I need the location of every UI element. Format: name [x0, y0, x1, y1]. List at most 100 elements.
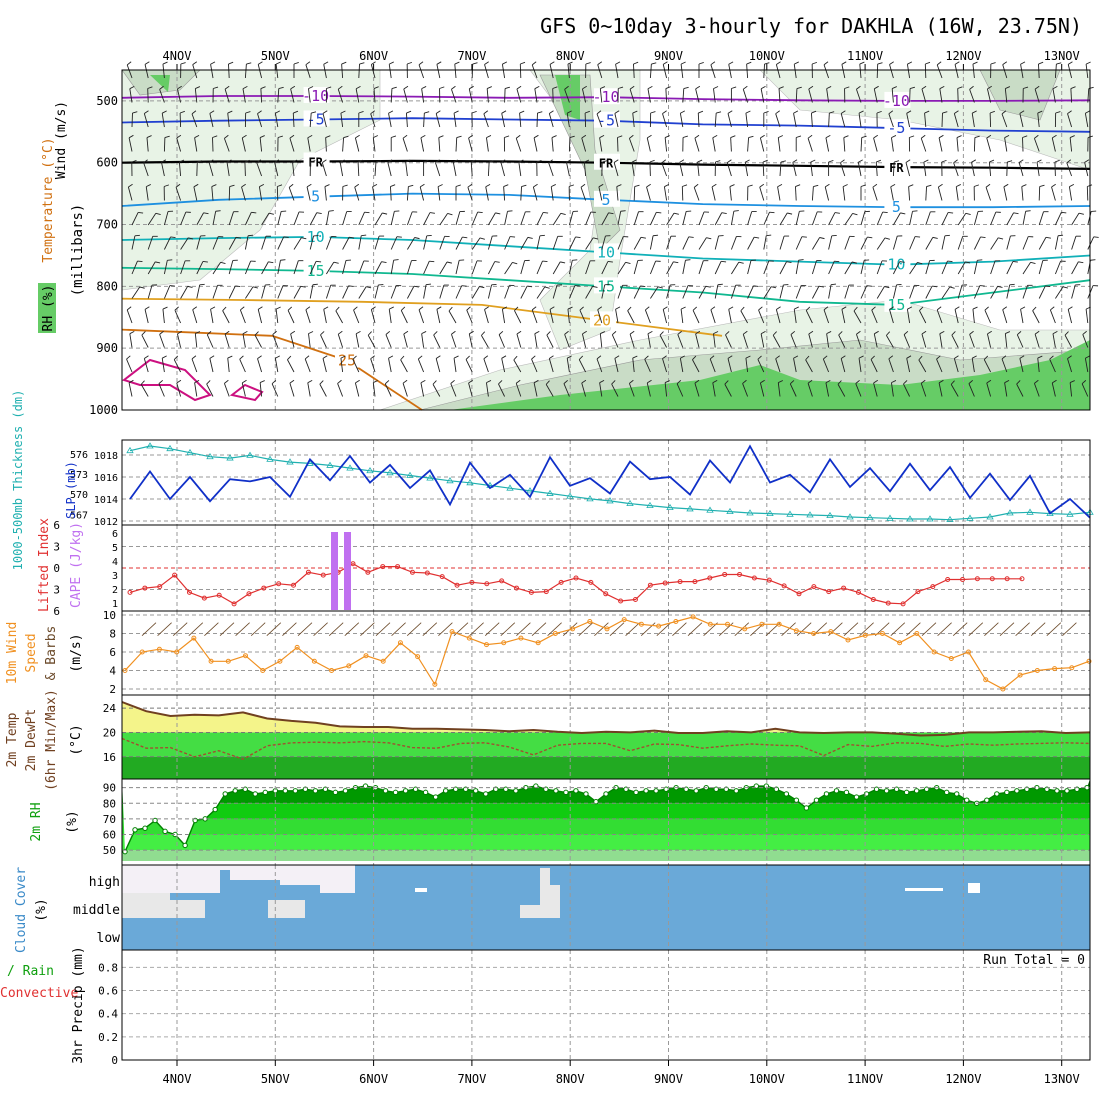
rh-2m-point: [824, 792, 828, 796]
wind-barb-flag: [349, 286, 354, 287]
temp-tick-label: 24: [103, 702, 117, 715]
precip-total-rain-label: Total / Rain: [0, 964, 54, 979]
rh-2m-point: [213, 807, 217, 811]
pressure-tick-label: 900: [96, 341, 118, 355]
wind-barb-flag: [633, 62, 638, 64]
wind-barb-flag: [1061, 212, 1066, 213]
cape-bar: [344, 532, 351, 610]
rh-2m-point: [945, 790, 949, 794]
wind-barb-flag: [572, 260, 577, 261]
rh-2m-point: [564, 790, 568, 794]
wind-barb-flag: [977, 260, 982, 261]
wind-barb-flag: [550, 62, 554, 65]
wind-barb-flag: [586, 63, 591, 64]
rh-axis-label: RH (%): [41, 285, 56, 332]
wind-barb-flag: [867, 286, 872, 287]
wind-10m-label-a: 10m Wind: [5, 622, 20, 685]
rh-2m-point: [644, 789, 648, 793]
cape-tick-label: 2: [112, 585, 118, 596]
wind-frame: [122, 611, 1090, 695]
wind-barb-flag: [842, 62, 846, 64]
date-label-top: 6NOV: [359, 49, 388, 63]
rh-2m-point: [814, 798, 818, 802]
wind-barb-flag: [802, 237, 807, 238]
date-label-bottom: 12NOV: [945, 1072, 981, 1086]
wind-barb-flag: [689, 237, 694, 238]
rh-2m-point: [263, 790, 267, 794]
wind-barb-flag: [1021, 62, 1025, 64]
date-label-top: 5NOV: [261, 49, 290, 63]
cloud-mid-fill: [268, 900, 305, 918]
rh-2m-point: [985, 798, 989, 802]
cloud-high-patch: [905, 888, 943, 891]
wind-barb-flag: [251, 212, 256, 213]
li-tick-label: 0: [53, 562, 60, 575]
rh-2m-point: [1065, 789, 1069, 793]
rh-2m-point: [574, 789, 578, 793]
rh-2m-point: [604, 792, 608, 796]
wind-barb-flag: [729, 62, 733, 64]
wind-barb-flag: [389, 62, 393, 64]
cape-tick-label: 3: [112, 571, 118, 582]
rh-2m-point: [163, 829, 167, 833]
rh-2m-point: [313, 789, 317, 793]
wind-barb-flag: [794, 62, 798, 64]
wind-barb-flag: [211, 62, 215, 64]
date-label-bottom: 9NOV: [654, 1072, 683, 1086]
rh2m-label-b: (%): [65, 810, 80, 833]
wind-barb-flag: [1058, 235, 1063, 236]
wind-barb-flag: [925, 62, 930, 64]
precip-frame: [122, 950, 1090, 1060]
cloud-high-patch: [968, 883, 980, 893]
rh-2m-point: [393, 790, 397, 794]
rh-2m-point: [634, 790, 638, 794]
wind-barb-flag: [127, 62, 131, 65]
wind-barb-flag: [1038, 62, 1043, 64]
wind-10m-barb: [423, 623, 437, 636]
wind-tick-label: 2: [109, 683, 116, 696]
wind-barb-flag: [1094, 237, 1099, 238]
slp-tick-label: 1018: [94, 451, 118, 462]
wind-barb-flag: [429, 261, 434, 262]
temperature-axis-label: Temperature (°C): [41, 137, 56, 262]
wind-barb-flag: [135, 235, 140, 236]
wind-10m-barb: [282, 623, 296, 636]
wind-barb-flag: [145, 62, 149, 65]
wind-barb-flag: [890, 62, 894, 65]
rh-2m-point: [584, 792, 588, 796]
wind-barb-flag: [721, 261, 726, 262]
wind-barb-flag: [834, 261, 839, 262]
rh-2m-point: [554, 789, 558, 793]
date-label-top: 12NOV: [945, 49, 981, 63]
rh-tick-label: 90: [103, 782, 116, 795]
rh-2m-point: [834, 789, 838, 793]
wind-barb-flag: [824, 62, 828, 65]
wind-barb-flag: [316, 261, 321, 262]
pressure-tick-label: 500: [96, 94, 118, 108]
temp-label-b: 2m DewPt: [24, 709, 39, 772]
cloud-high-label: high: [89, 875, 120, 890]
wind-10m-barb: [969, 623, 983, 636]
cape-tick-label: 5: [112, 543, 118, 554]
cloud-label-b: (%): [34, 898, 49, 921]
wind-barb-flag: [520, 62, 525, 64]
isotherm-label: -10: [883, 92, 910, 110]
rh-2m-point: [844, 790, 848, 794]
date-label-bottom: 13NOV: [1044, 1072, 1080, 1086]
date-label-bottom: 4NOV: [163, 1072, 192, 1086]
thickness-series-line: [130, 446, 1090, 520]
lifted-index-axis-label: Lifted Index: [37, 518, 52, 612]
rh-2m-point: [734, 789, 738, 793]
wind-tick-label: 6: [109, 646, 116, 659]
pressure-tick-label: 800: [96, 279, 118, 293]
wind-barb-flag: [913, 211, 918, 212]
date-label-top: 4NOV: [163, 49, 192, 63]
wind-barb-flag: [653, 235, 658, 236]
lifted-index-line: [130, 564, 1022, 604]
wind-10m-barb: [485, 623, 499, 636]
isotherm-label: FR: [599, 157, 614, 171]
date-label-bottom: 5NOV: [261, 1072, 290, 1086]
isotherm-label: -10: [592, 88, 619, 106]
cape-tick-label: 6: [112, 529, 118, 540]
